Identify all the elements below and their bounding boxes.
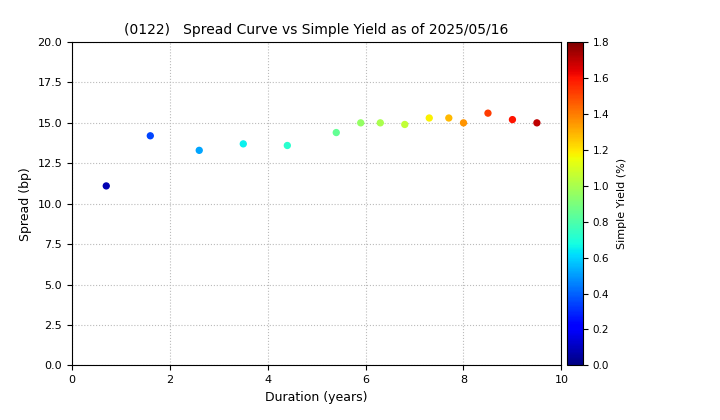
Point xyxy=(194,147,205,154)
Point xyxy=(458,119,469,126)
Point xyxy=(282,142,293,149)
X-axis label: Duration (years): Duration (years) xyxy=(266,391,368,404)
Title: (0122)   Spread Curve vs Simple Yield as of 2025/05/16: (0122) Spread Curve vs Simple Yield as o… xyxy=(125,23,509,37)
Point xyxy=(482,110,494,116)
Y-axis label: Spread (bp): Spread (bp) xyxy=(19,167,32,241)
Point xyxy=(399,121,410,128)
Y-axis label: Simple Yield (%): Simple Yield (%) xyxy=(618,158,627,249)
Point xyxy=(443,115,454,121)
Point xyxy=(423,115,435,121)
Point xyxy=(531,119,543,126)
Point xyxy=(355,119,366,126)
Point xyxy=(330,129,342,136)
Point xyxy=(101,183,112,189)
Point xyxy=(507,116,518,123)
Point xyxy=(145,132,156,139)
Point xyxy=(238,141,249,147)
Point xyxy=(374,119,386,126)
